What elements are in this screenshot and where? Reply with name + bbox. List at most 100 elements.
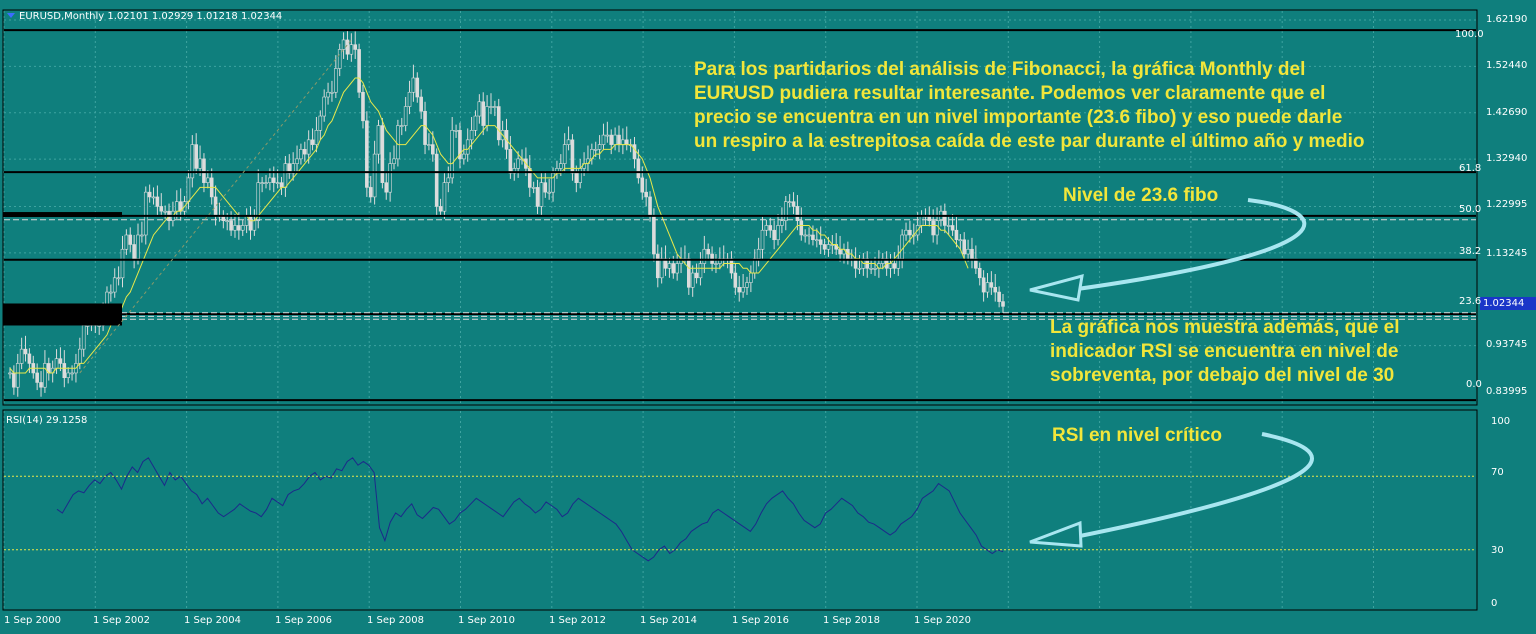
candle-body [109, 291, 113, 294]
candle-body [570, 139, 575, 174]
candle-body [438, 206, 443, 212]
candle-body [337, 49, 342, 69]
candle-body [904, 229, 908, 236]
candle-body [807, 234, 811, 237]
candle-body [229, 220, 233, 231]
annotation-fibonacci: Para los partidarios del análisis de Fib… [694, 58, 1364, 154]
candle-body [423, 110, 427, 145]
candle-body [403, 106, 408, 126]
candle-body [764, 225, 769, 231]
candle-body [384, 182, 389, 193]
candle-body [803, 234, 807, 237]
candle-body [345, 39, 350, 55]
candle-body [822, 244, 827, 250]
candle-body [23, 348, 28, 355]
candle-body [147, 191, 152, 198]
annotation-line: Para los partidarios del análisis de Fib… [694, 59, 1306, 80]
annotation-rsi-critico-text: RSI en nivel crítico [1052, 425, 1222, 446]
fib-label: 0.0 [1466, 379, 1482, 390]
candle-body [326, 91, 330, 98]
candle-body [702, 248, 707, 264]
candle-body [368, 187, 373, 198]
candle-body [39, 382, 43, 388]
candle-body [698, 263, 703, 279]
candle-body [458, 130, 462, 160]
candle-body [776, 225, 780, 241]
candle-body [772, 229, 776, 241]
candle-body [66, 372, 70, 379]
candle-body [811, 234, 815, 241]
x-axis-label: 1 Sep 2016 [732, 615, 790, 626]
x-axis-label: 1 Sep 2004 [184, 615, 242, 626]
candle-body [749, 272, 753, 283]
candle-body [233, 225, 237, 231]
candle-body [636, 158, 641, 179]
annotation-line: EURUSD pudiera resultar interesante. Pod… [694, 83, 1326, 104]
candle-body [888, 263, 893, 269]
candle-body [155, 196, 160, 207]
candle-body [427, 144, 431, 146]
candle-body [547, 191, 551, 194]
dropdown-icon[interactable] [7, 13, 15, 18]
candle-body [675, 263, 679, 274]
x-axis-label: 1 Sep 2018 [823, 615, 881, 626]
candle-body [768, 225, 773, 231]
candle-body [299, 149, 303, 160]
annotation-rsi-critico: RSI en nivel crítico [1052, 424, 1222, 448]
candle-body [376, 125, 381, 155]
candle-body [78, 348, 82, 364]
fib-label: 100.0 [1455, 29, 1484, 40]
candle-body [694, 272, 699, 279]
candle-body [446, 177, 451, 183]
candle-body [380, 125, 385, 183]
candle-body [62, 363, 67, 379]
candle-body [977, 267, 982, 279]
candle-body [578, 168, 582, 183]
candle-body [302, 149, 307, 155]
price-axis-label: 1.62190 [1486, 14, 1528, 25]
candle-body [826, 244, 831, 250]
candle-body [609, 134, 614, 145]
x-axis-label: 1 Sep 2020 [914, 615, 972, 626]
candle-body [465, 139, 470, 155]
candle-body [489, 106, 493, 108]
candle-body [19, 348, 24, 364]
candle-body [163, 210, 167, 213]
candle-body [756, 248, 761, 260]
candle-body [396, 125, 400, 160]
candle-body [799, 220, 804, 236]
candle-body [648, 196, 652, 217]
candle-body [551, 172, 555, 193]
candle-body [795, 206, 800, 222]
candle-body [306, 139, 311, 155]
candle-body [873, 267, 877, 270]
candle-body [240, 225, 245, 231]
candle-body [268, 177, 272, 183]
candle-body [671, 263, 676, 274]
candle-body [174, 201, 179, 212]
x-axis-label: 1 Sep 2012 [549, 615, 607, 626]
candle-body [411, 77, 416, 93]
candle-body [310, 139, 315, 145]
candle-body [112, 277, 117, 293]
candle-body [407, 91, 412, 107]
candle-body [120, 248, 125, 279]
candle-body [194, 144, 198, 169]
candle-body [815, 239, 819, 242]
candle-body [539, 182, 544, 207]
candle-body [993, 287, 998, 293]
candle-body [593, 149, 598, 151]
price-axis-label: 1.52440 [1486, 60, 1528, 71]
candle-body [597, 144, 602, 150]
candle-body [667, 263, 672, 269]
candle-body [330, 91, 334, 94]
price-axis-label: 0.83995 [1486, 386, 1528, 397]
candle-body [415, 77, 420, 98]
candle-body [431, 144, 435, 155]
candle-body [946, 225, 951, 227]
candle-body [958, 239, 963, 242]
candle-body [729, 258, 734, 274]
candle-body [357, 49, 361, 93]
candle-body [271, 177, 276, 183]
